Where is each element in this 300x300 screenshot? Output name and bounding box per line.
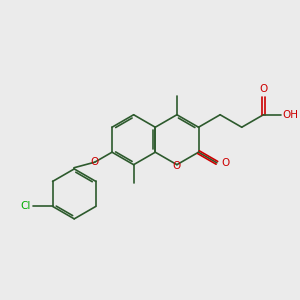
Text: Cl: Cl <box>21 201 31 212</box>
Text: OH: OH <box>282 110 298 120</box>
Text: O: O <box>90 157 98 166</box>
Text: O: O <box>173 161 181 171</box>
Text: O: O <box>221 158 230 168</box>
Text: O: O <box>259 84 268 94</box>
